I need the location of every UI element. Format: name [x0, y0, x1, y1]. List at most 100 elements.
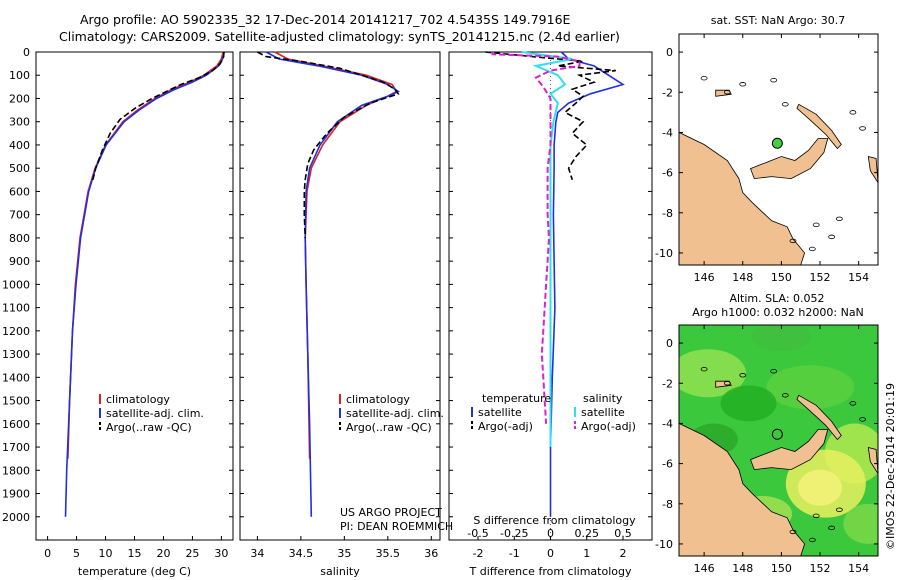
sla-map-land: [749, 429, 829, 471]
depth-tick-label: 400: [9, 139, 30, 152]
depth-tick-label: 600: [9, 185, 30, 198]
diff-legend-S-label: satellite: [581, 406, 625, 419]
diff-S-xtick-label: -0.25: [500, 527, 528, 540]
sal-legend-label: satellite-adj. clim.: [346, 407, 444, 420]
sst-map-island: [723, 90, 731, 95]
sal-xtick-label: 34.5: [289, 547, 314, 560]
temp-legend-label: Argo(..raw -QC): [106, 421, 192, 434]
depth-tick-label: 1400: [2, 371, 30, 384]
depth-tick-label: 0: [23, 46, 30, 59]
sla-map-title1: Altim. SLA: 0.052: [729, 292, 824, 305]
temp-legend-label: satellite-adj. clim.: [106, 407, 204, 420]
sst-map-land: [679, 131, 806, 265]
temp-xtick-label: 20: [156, 547, 170, 560]
diff-legend-T-label: Argo(-adj): [478, 420, 533, 433]
sla-map-sla-blob: [766, 365, 855, 410]
sla-map-sla-blob: [798, 469, 843, 506]
sal-xtick-label: 35.5: [376, 547, 401, 560]
diff-T-satellite-line: [549, 51, 625, 517]
sla-map-island: [828, 525, 836, 531]
sal-legend-label: climatology: [346, 393, 410, 406]
sal-legend-label: Argo(..raw -QC): [346, 421, 432, 434]
sla-map-title2: Argo h1000: 0.032 h2000: NaN: [692, 306, 864, 319]
sst-map-float-marker: [771, 137, 783, 149]
sst-map-island: [828, 234, 836, 240]
sal-argo-line: [257, 51, 400, 238]
sla-map-island: [700, 366, 708, 372]
sst-map-island: [808, 246, 816, 252]
diff-T-xtick-label: 0: [547, 547, 554, 560]
sla-map-xtick-label: 154: [848, 562, 869, 575]
diff-T-xtick-label: 2: [620, 547, 627, 560]
sst-map-land: [715, 89, 732, 97]
plot-title-line1: Argo profile: AO 5902335_32 17-Dec-2014 …: [80, 12, 571, 27]
salinity-xlabel: salinity: [320, 565, 360, 578]
sst-map-island: [781, 102, 789, 107]
sst-map-title: sat. SST: NaN Argo: 30.7: [711, 14, 845, 27]
sla-map-group: [678, 324, 879, 557]
sst-map-island: [849, 110, 857, 115]
temp-xtick-label: 10: [99, 547, 113, 560]
depth-tick-label: 900: [9, 255, 30, 268]
sla-map-ytick-label: 0: [666, 337, 673, 350]
sst-map-inner: [679, 34, 878, 265]
temp-xtick-label: 5: [73, 547, 80, 560]
diff-T-argo-line: [485, 51, 616, 181]
sst-map-group: [678, 33, 879, 266]
depth-tick-label: 500: [9, 162, 30, 175]
sla-map-island: [770, 369, 778, 374]
sst-map-ytick-label: 0: [666, 46, 673, 59]
temp-xtick-label: 30: [214, 547, 228, 560]
sla-map-island: [739, 373, 747, 378]
depth-tick-label: 300: [9, 116, 30, 129]
sst-map-xtick-label: 154: [848, 271, 869, 284]
depth-tick-label: 1600: [2, 418, 30, 431]
sst-map-land: [796, 103, 842, 150]
temp-xtick-label: 25: [185, 547, 199, 560]
sla-map-sla-blob: [843, 503, 878, 544]
temp-xtick-label: 15: [128, 547, 142, 560]
sla-map-xtick-label: 148: [732, 562, 753, 575]
sla-map-float-marker: [771, 428, 783, 440]
sst-map-land: [867, 155, 878, 183]
T-difference-xlabel: T difference from climatology: [469, 565, 632, 578]
sla-map-land: [796, 394, 842, 441]
diff-legend-salinity-header: salinity: [583, 392, 623, 405]
diff-T-xtick-label: -2: [473, 547, 484, 560]
sst-map-xtick-label: 146: [694, 271, 715, 284]
sst-map-ytick-label: -8: [662, 207, 673, 220]
sst-map-island: [739, 82, 747, 87]
sst-map-ytick-label: -6: [662, 167, 673, 180]
sla-map-frame: [678, 324, 879, 557]
sla-map-land: [867, 446, 878, 474]
sla-map-sla-blob: [751, 325, 812, 352]
temp-xtick-label: 0: [44, 547, 51, 560]
sla-map-ytick-label: -8: [662, 498, 673, 511]
plot-title-line2: Climatology: CARS2009. Satellite-adjuste…: [59, 29, 620, 44]
sst-map-xtick-label: 148: [732, 271, 753, 284]
sst-map-island: [770, 77, 778, 83]
sla-map-xtick-label: 146: [694, 562, 715, 575]
S-difference-xlabel: S difference from climatology: [473, 514, 636, 527]
temp-satellite-line: [64, 51, 226, 517]
sst-map-island: [789, 238, 797, 244]
temperature-xlabel: temperature (deg C): [78, 565, 191, 578]
diff-S-xtick-label: -0.5: [467, 527, 488, 540]
credit-pi: PI: DEAN ROEMMICH: [340, 520, 453, 533]
sla-map-xtick-label: 150: [771, 562, 792, 575]
sst-map-frame: [678, 33, 879, 266]
sla-map-land: [715, 380, 732, 388]
sal-xtick-label: 35: [337, 547, 351, 560]
depth-tick-label: 800: [9, 232, 30, 245]
sla-map-ytick-label: -6: [662, 458, 673, 471]
sla-map-island: [812, 513, 820, 519]
sst-map-island: [700, 75, 708, 81]
salinity-panel-frame: [239, 51, 441, 541]
sst-map-ytick-label: -10: [655, 247, 673, 260]
sla-map-ytick-label: -4: [662, 417, 673, 430]
diff-S-satellite-line: [521, 51, 573, 447]
depth-tick-label: 1800: [2, 464, 30, 477]
depth-tick-label: 200: [9, 92, 30, 105]
depth-tick-label: 1100: [2, 302, 30, 315]
sla-map-island: [808, 537, 816, 543]
